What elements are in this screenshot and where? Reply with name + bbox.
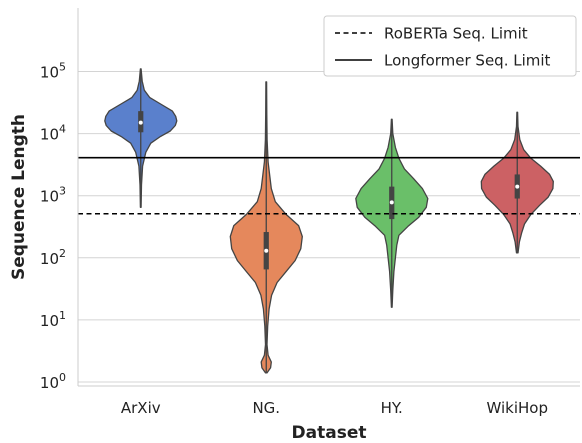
y-tick-label: 105	[40, 61, 66, 82]
reference-lines	[78, 156, 580, 215]
x-tick-label: WikiHop	[486, 399, 548, 417]
violin-median	[515, 184, 520, 189]
y-axis-title: Sequence Length	[9, 114, 29, 280]
axes	[77, 8, 580, 387]
y-tick-label: 102	[40, 247, 66, 268]
x-axis-title: Dataset	[292, 423, 367, 443]
violin-median	[264, 248, 269, 253]
violin-hy	[355, 118, 429, 308]
legend-box	[323, 15, 577, 77]
legend-label-longformer: Longformer Seq. Limit	[384, 52, 551, 70]
x-tick-label: NG.	[252, 399, 280, 417]
y-tick-label: 104	[40, 123, 66, 144]
x-tick-label: ArXiv	[121, 399, 161, 417]
x-tick-labels: ArXiv NG. HY. WikiHop	[121, 399, 548, 417]
violin-wikihop	[480, 111, 554, 254]
y-tick-label: 100	[40, 371, 66, 392]
violin-arxiv	[104, 68, 178, 208]
violin-ng	[229, 81, 303, 374]
violin-median	[389, 200, 394, 205]
x-tick-label: HY.	[381, 399, 403, 417]
y-tick-label: 101	[40, 309, 66, 330]
y-tick-label: 103	[40, 185, 66, 206]
violins	[104, 68, 554, 374]
violin-median	[138, 120, 143, 125]
y-tick-labels: 100 101 102 103 104 105	[40, 61, 66, 393]
legend-label-roberta: RoBERTa Seq. Limit	[384, 25, 528, 43]
legend: RoBERTa Seq. Limit Longformer Seq. Limit	[323, 15, 577, 77]
